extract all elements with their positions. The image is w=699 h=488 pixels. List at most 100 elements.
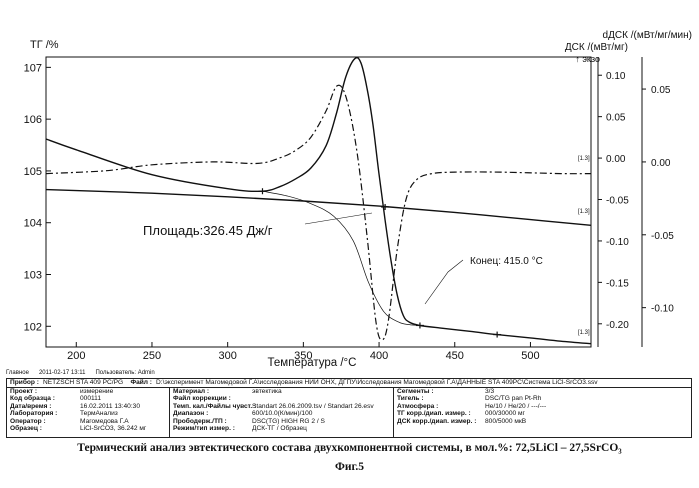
curve-tag-ddsc: [1.3]	[578, 156, 590, 162]
ddsc-tick-label: 0.00	[651, 158, 671, 169]
info-value: Магомедова Г.А	[80, 418, 169, 425]
measurement-info-table: Прибор : NETZSCH STA 409 PC/PG Файл : D:\э…	[6, 378, 692, 438]
info-row: Образец :LiCl-SrCO3, 36.242 мг	[7, 425, 169, 432]
figure-number: Фиг.5	[0, 461, 699, 473]
dsc-tick-label: -0.20	[606, 320, 629, 331]
area-value: 326.45 Дж/г	[203, 223, 272, 238]
area-leader-line	[305, 213, 372, 224]
dsc-tick-label: -0.10	[606, 237, 629, 248]
end-label: Конец:	[470, 256, 501, 267]
info-key: Тигель :	[397, 395, 485, 402]
dsc-tick-label: -0.05	[606, 196, 629, 207]
info-row: ТГ корр./диап. измер. :000/30000 мг	[394, 410, 691, 417]
end-annotation: Конец: 415.0 °C	[470, 256, 543, 267]
status-user: Пользователь: Admin	[95, 370, 154, 376]
curve-tag-tg: [1.3]	[578, 209, 590, 215]
info-key: Оператор :	[10, 418, 80, 425]
tg-tick-label: 102	[24, 321, 42, 333]
dsc-axis-label: ДСК /(мВт/мг)	[565, 42, 628, 53]
info-key: Код образца :	[10, 395, 80, 402]
x-tick-label: 300	[218, 350, 236, 362]
x-tick-label: 500	[521, 350, 539, 362]
info-value: ДСК-ТГ / Образец	[252, 425, 393, 432]
info-value: 3/3	[485, 388, 691, 395]
info-row: Оператор :Магомедова Г.А	[7, 418, 169, 425]
status-bar: Главное 2011-02-17 13:11 Пользователь: A…	[6, 370, 155, 376]
dsc-tick-label: -0.15	[606, 278, 629, 289]
x-tick-label: 400	[370, 350, 388, 362]
info-value: измерение	[80, 388, 169, 395]
file-label: Файл :	[130, 379, 152, 386]
info-column-3: Сегменты :3/3 Тигель :DSC/TG pan Pt-Rh А…	[394, 388, 691, 437]
info-key: Прободерж./ТП :	[173, 418, 252, 425]
info-key: Образец :	[10, 425, 80, 432]
x-axis-label: Температура /°C	[268, 357, 357, 369]
tg-tick-label: 105	[24, 166, 42, 178]
info-value: 000111	[80, 395, 169, 402]
dsc-tick-label: 0.10	[606, 71, 626, 82]
info-key: Атмосфера :	[397, 403, 485, 410]
info-row: Код образца :000111	[7, 395, 169, 402]
info-value: He/10 / He/20 / ---/---	[485, 403, 691, 410]
info-value: DSC(TG) HIGH RG 2 / S	[252, 418, 393, 425]
info-value: ТермАнализ	[80, 410, 169, 417]
tg-curve	[46, 190, 591, 226]
tg-tick-label: 106	[24, 114, 42, 126]
tg-tick-label: 103	[24, 270, 42, 282]
status-host: Главное	[6, 370, 29, 376]
info-row: Атмосфера :He/10 / He/20 / ---/---	[394, 403, 691, 410]
info-column-2: Материал :эвтектика Файл коррекции : Тем…	[170, 388, 394, 437]
info-value: 16.02.2011 13:40:30	[80, 403, 169, 410]
ddsc-curve	[46, 85, 591, 339]
tg-axis-label: ТГ /%	[30, 39, 59, 51]
info-column-1: Проект :измерение Код образца :000111 Да…	[7, 388, 170, 437]
file-value: D:\эксперимент Магомедовой Г.А\исследова…	[156, 379, 598, 386]
ddsc-tick-label: 0.05	[651, 85, 671, 96]
x-tick-label: 250	[143, 350, 161, 362]
info-row: ДСК корр./диап. измер. :800/5000 мкВ	[394, 418, 691, 425]
info-key: Диапазон :	[173, 410, 252, 417]
exo-arrow-label: ↑ экзо	[575, 54, 600, 64]
info-row: Лаборатория :ТермАнализ	[7, 410, 169, 417]
dsc-tick-label: 0.00	[606, 154, 626, 165]
device-label: Прибор :	[10, 379, 39, 386]
info-key: Лаборатория :	[10, 410, 80, 417]
info-value: эвтектика	[252, 388, 393, 395]
info-row: Темп. кал./Файлы чувст. :Standart 26.06.…	[170, 403, 393, 410]
end-value: 415.0 °C	[504, 256, 543, 267]
dsc-curve	[46, 58, 591, 344]
status-datetime: 2011-02-17 13:11	[39, 370, 85, 376]
x-tick-label: 450	[446, 350, 464, 362]
figure-caption: Термический анализ эвтектического состав…	[0, 442, 699, 454]
ddsc-tick-label: -0.05	[651, 231, 674, 242]
tg-tick-label: 104	[24, 218, 42, 230]
info-row: Тигель :DSC/TG pan Pt-Rh	[394, 395, 691, 402]
tg-tick-label: 107	[24, 62, 42, 74]
device-value: NETZSCH STA 409 PC/PG	[43, 379, 123, 386]
x-tick-label: 200	[67, 350, 85, 362]
info-key: Режим/тип измер. :	[173, 425, 252, 432]
area-label: Площадь:	[143, 223, 203, 238]
info-header-row: Прибор : NETZSCH STA 409 PC/PG Файл : D:\э…	[7, 379, 691, 388]
info-key: ДСК корр./диап. измер. :	[397, 418, 485, 425]
info-row: Диапазон :600/10.0(К/мин)/100	[170, 410, 393, 417]
info-row: Файл коррекции :	[170, 395, 393, 402]
info-key: Сегменты :	[397, 388, 485, 395]
info-row: Прободерж./ТП :DSC(TG) HIGH RG 2 / S	[170, 418, 393, 425]
info-value: Standart 26.06.2009.tsv / Standart 26.es…	[252, 403, 393, 410]
dsc-tick-label: 0.05	[606, 113, 626, 124]
info-row: Режим/тип измер. :ДСК-ТГ / Образец	[170, 425, 393, 432]
info-value: 600/10.0(К/мин)/100	[252, 410, 393, 417]
info-row: Сегменты :3/3	[394, 388, 691, 395]
end-leader-line	[425, 260, 463, 304]
info-value	[252, 395, 393, 402]
ddsc-tick-label: -0.10	[651, 304, 674, 315]
area-annotation: Площадь:326.45 Дж/г	[143, 223, 273, 238]
ddsc-axis-label: dДСК /(мВт/мг/мин)	[603, 30, 692, 41]
info-key: Файл коррекции :	[173, 395, 252, 402]
info-key: ТГ корр./диап. измер. :	[397, 410, 485, 417]
info-value: 800/5000 мкВ	[485, 418, 691, 425]
info-value: LiCl-SrCO3, 36.242 мг	[80, 425, 169, 432]
tga-dsc-chart: 200250300350400450500 102103104105106107…	[0, 0, 699, 372]
curve-tag-dsc: [1.3]	[578, 330, 590, 336]
